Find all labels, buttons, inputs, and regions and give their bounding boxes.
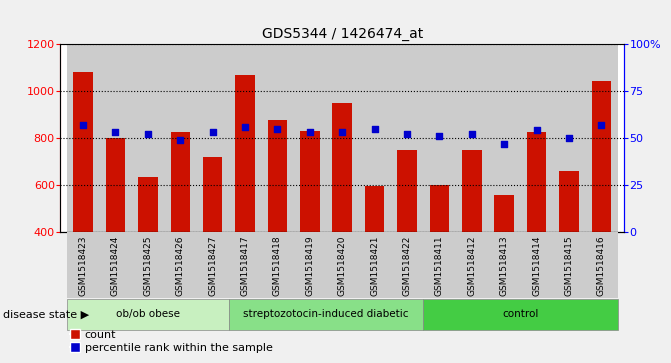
Bar (164, 44, 197, 232)
Bar (229, 299, 423, 330)
Bar (261, 232, 294, 298)
Point (207, 129, 218, 135)
Point (434, 133, 445, 139)
Bar (488, 44, 521, 232)
Text: GSM1518425: GSM1518425 (144, 236, 152, 296)
Bar (397, 150, 417, 327)
Text: GSM1518413: GSM1518413 (500, 236, 509, 296)
Point (142, 131, 153, 137)
Bar (358, 44, 391, 232)
Point (402, 131, 413, 137)
Bar (268, 120, 287, 327)
Bar (553, 44, 585, 232)
Text: GSM1518421: GSM1518421 (370, 236, 379, 296)
Bar (521, 44, 553, 232)
Bar (423, 299, 617, 330)
Text: GSM1518422: GSM1518422 (403, 236, 411, 296)
Text: ob/ob obese: ob/ob obese (116, 309, 180, 319)
Bar (132, 44, 164, 232)
Bar (527, 132, 546, 327)
Bar (197, 232, 229, 298)
Bar (261, 44, 294, 232)
Bar (294, 232, 326, 298)
Point (564, 135, 574, 141)
Bar (456, 44, 488, 232)
Bar (229, 44, 261, 232)
Bar (423, 44, 456, 232)
Bar (197, 44, 229, 232)
Point (78, 122, 89, 128)
Text: GSM1518411: GSM1518411 (435, 236, 444, 296)
Text: GSM1518426: GSM1518426 (176, 236, 185, 296)
Text: GSM1518419: GSM1518419 (305, 236, 314, 296)
Bar (99, 44, 132, 232)
Text: GSM1518414: GSM1518414 (532, 236, 541, 296)
Text: control: control (502, 309, 539, 319)
Text: GSM1518423: GSM1518423 (79, 236, 87, 296)
Bar (300, 131, 319, 327)
Point (466, 131, 477, 137)
Text: GSM1518415: GSM1518415 (564, 236, 574, 296)
Text: GSM1518418: GSM1518418 (273, 236, 282, 296)
Point (337, 129, 348, 135)
Bar (73, 72, 93, 327)
Bar (170, 132, 190, 327)
Bar (67, 44, 99, 232)
Text: streptozotocin-induced diabetic: streptozotocin-induced diabetic (244, 309, 409, 319)
Bar (592, 81, 611, 327)
Point (596, 122, 607, 128)
Bar (358, 232, 391, 298)
Bar (553, 232, 585, 298)
Bar (585, 232, 617, 298)
Text: GSM1518412: GSM1518412 (467, 236, 476, 296)
Bar (164, 232, 197, 298)
Title: GDS5344 / 1426474_at: GDS5344 / 1426474_at (262, 27, 423, 41)
Bar (106, 138, 125, 327)
Bar (495, 195, 514, 327)
Bar (429, 185, 449, 327)
Point (272, 126, 282, 131)
Text: GSM1518417: GSM1518417 (240, 236, 250, 296)
Bar (229, 232, 261, 298)
Bar (462, 150, 482, 327)
Bar (488, 232, 521, 298)
Bar (333, 102, 352, 327)
Bar (365, 186, 384, 327)
Point (240, 124, 250, 130)
Bar (559, 171, 578, 327)
Bar (423, 232, 456, 298)
Bar (138, 177, 158, 327)
Point (531, 127, 542, 133)
Text: GSM1518427: GSM1518427 (208, 236, 217, 296)
Text: GSM1518420: GSM1518420 (338, 236, 347, 296)
Bar (294, 44, 326, 232)
Point (369, 126, 380, 131)
Bar (67, 299, 229, 330)
Bar (391, 44, 423, 232)
Text: GSM1518416: GSM1518416 (597, 236, 606, 296)
Point (110, 129, 121, 135)
Bar (236, 76, 255, 327)
Point (305, 129, 315, 135)
Point (499, 141, 509, 147)
Bar (203, 157, 222, 327)
Bar (326, 232, 358, 298)
Bar (326, 44, 358, 232)
Point (175, 137, 186, 143)
Bar (521, 232, 553, 298)
Bar (456, 232, 488, 298)
Bar (99, 232, 132, 298)
Text: disease state ▶: disease state ▶ (3, 310, 89, 320)
Bar (67, 232, 99, 298)
Text: GSM1518424: GSM1518424 (111, 236, 120, 296)
Legend: count, percentile rank within the sample: count, percentile rank within the sample (66, 325, 277, 358)
Bar (132, 232, 164, 298)
Bar (585, 44, 617, 232)
Bar (391, 232, 423, 298)
